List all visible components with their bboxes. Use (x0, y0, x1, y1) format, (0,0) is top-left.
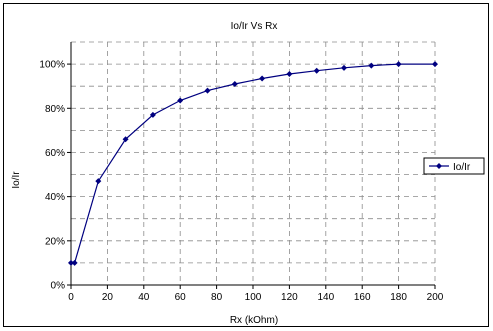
legend: Io/Ir (423, 157, 485, 175)
line-chart: Io/Ir Vs Rx 0 20 40 60 80 100 120 140 160 180 200 … (11, 21, 485, 326)
x-tick-label: 100 (245, 292, 262, 303)
data-point (395, 61, 402, 68)
x-tick-label: 0 (68, 292, 74, 303)
x-tick-label: 140 (317, 292, 334, 303)
legend-box (423, 157, 485, 175)
x-tick-label: 120 (281, 292, 298, 303)
x-tick-label: 20 (102, 292, 114, 303)
series-layer (68, 61, 438, 266)
data-point (71, 259, 78, 266)
y-tick-label: 60% (45, 148, 65, 159)
axes (67, 42, 436, 289)
data-point (95, 178, 102, 185)
x-tick-label: 160 (354, 292, 371, 303)
x-tick-labels: 0 20 40 60 80 100 120 140 160 180 200 (68, 292, 444, 303)
chart-title: Io/Ir Vs Rx (231, 21, 278, 32)
legend-series-label: Io/Ir (453, 162, 471, 173)
data-point (286, 71, 293, 78)
y-tick-label: 40% (45, 192, 65, 203)
data-point (177, 97, 184, 104)
data-point (204, 87, 211, 94)
data-point (432, 61, 438, 68)
x-tick-label: 200 (427, 292, 444, 303)
data-point (259, 75, 266, 82)
x-tick-label: 80 (211, 292, 223, 303)
y-tick-label: 100% (39, 60, 65, 71)
y-tick-label: 80% (45, 104, 65, 115)
data-point (313, 67, 320, 74)
x-axis-title: Rx (kOhm) (230, 315, 278, 326)
y-tick-label: 0% (51, 281, 66, 292)
legend-series-marker (436, 163, 442, 169)
y-tick-labels: 0% 20% 40% 60% 80% 100% (39, 60, 65, 292)
chart-frame: Io/Ir Vs Rx 0 20 40 60 80 100 120 140 160 180 200 … (3, 3, 489, 327)
data-point (122, 136, 129, 143)
data-point (231, 80, 238, 87)
data-point (68, 259, 74, 266)
data-point (149, 111, 156, 118)
y-axis-title: Io/Ir (11, 171, 22, 189)
x-tick-label: 60 (175, 292, 187, 303)
y-tick-label: 20% (45, 236, 65, 247)
data-point (368, 62, 375, 69)
data-point (341, 64, 347, 71)
x-tick-label: 40 (138, 292, 150, 303)
x-tick-label: 180 (390, 292, 407, 303)
grid-lines (71, 41, 436, 285)
